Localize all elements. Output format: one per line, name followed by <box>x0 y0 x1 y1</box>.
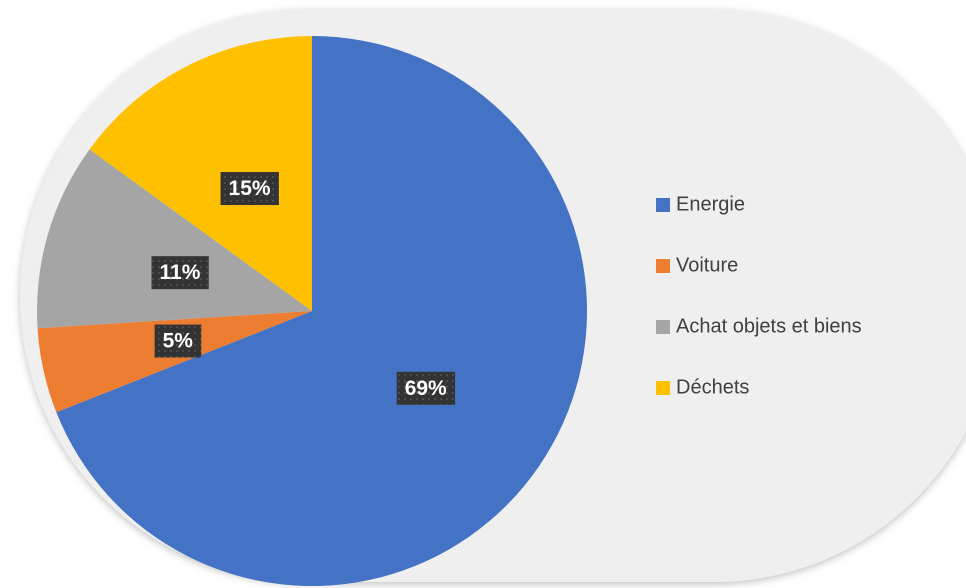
data-label-text: 15% <box>229 177 271 200</box>
data-label-text: 69% <box>405 377 447 400</box>
legend-label: Voiture <box>676 254 738 276</box>
data-label-box <box>151 256 209 290</box>
legend-label: Déchets <box>676 376 749 398</box>
legend-swatch <box>656 259 670 273</box>
data-label-text: 5% <box>163 330 194 353</box>
pie-slice <box>37 311 312 413</box>
legend-swatch <box>656 381 670 395</box>
pie-slice <box>89 36 312 311</box>
legend-label: Energie <box>676 193 745 215</box>
data-label-box <box>220 172 279 206</box>
data-label: 15% <box>220 172 279 206</box>
data-label-text: 11% <box>160 261 201 284</box>
legend-swatch <box>656 198 670 212</box>
pie-slice <box>37 149 312 329</box>
data-label-box <box>396 371 456 405</box>
legend-swatch <box>656 320 670 334</box>
data-label: 5% <box>154 324 202 358</box>
legend-label: Achat objets et biens <box>676 315 862 337</box>
data-label-box <box>154 324 202 358</box>
pie-slice <box>56 36 588 587</box>
data-label: 69% <box>396 371 456 405</box>
data-label: 11% <box>151 256 209 290</box>
